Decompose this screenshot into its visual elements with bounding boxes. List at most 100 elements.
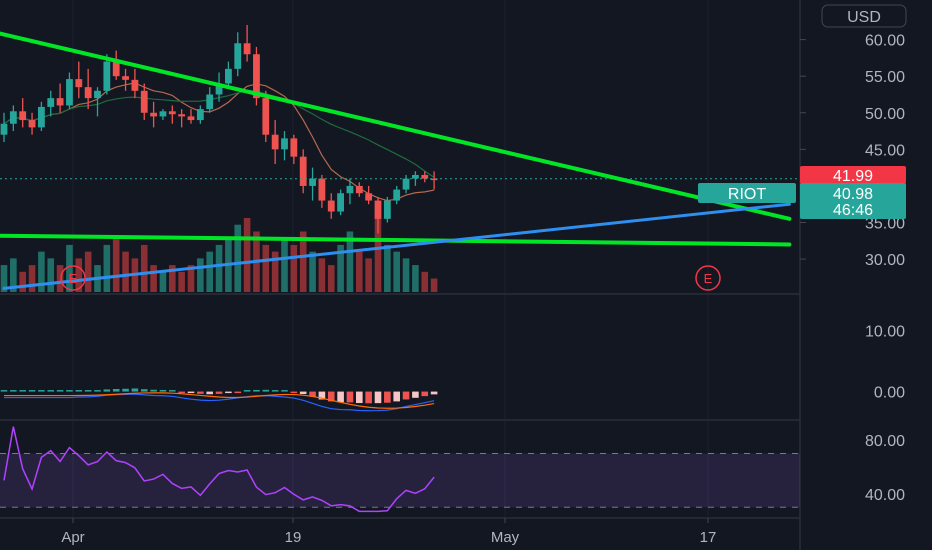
volume-bar <box>122 251 129 292</box>
macd-histogram-bar <box>402 391 410 400</box>
candle[interactable] <box>47 90 55 117</box>
candle[interactable] <box>150 101 157 128</box>
candle[interactable] <box>430 171 438 190</box>
candle[interactable] <box>253 46 260 106</box>
trendline-rising-support[interactable] <box>2 202 791 290</box>
candle-body <box>234 43 242 69</box>
candle[interactable] <box>66 72 73 110</box>
volume-bar <box>28 265 36 292</box>
macd-histogram-bar <box>253 389 260 392</box>
candle-body <box>206 94 214 110</box>
candle[interactable] <box>0 112 8 143</box>
macd-histogram-bar <box>225 391 232 394</box>
candle[interactable] <box>309 167 316 201</box>
trendline-horizontal-support[interactable] <box>0 233 792 247</box>
macd-histogram-bar <box>206 391 213 395</box>
candle[interactable] <box>19 98 27 128</box>
candle[interactable] <box>140 83 148 121</box>
earnings-marker-2[interactable]: E <box>695 265 721 291</box>
candle-body <box>262 98 270 135</box>
candle[interactable] <box>365 185 373 205</box>
ticker-badge[interactable]: RIOT 40.98 46:46 <box>698 183 906 219</box>
candle[interactable] <box>9 105 17 132</box>
candle-body <box>47 98 55 107</box>
macd-histogram-bar <box>430 391 438 395</box>
candle[interactable] <box>327 193 335 219</box>
candle-body <box>337 193 344 212</box>
candle[interactable] <box>131 68 139 99</box>
candle[interactable] <box>206 87 214 113</box>
candle[interactable] <box>94 87 101 117</box>
rsi-panel[interactable]: 80.00 40.00 <box>0 426 905 513</box>
earnings-label-1: E <box>69 271 78 286</box>
candle-body <box>281 138 288 150</box>
candle[interactable] <box>393 185 401 205</box>
price-axis[interactable] <box>799 0 932 550</box>
candle[interactable] <box>290 134 298 164</box>
candle[interactable] <box>187 109 195 124</box>
volume-bar <box>197 258 204 292</box>
candle[interactable] <box>38 101 45 132</box>
rsi-band <box>0 453 800 508</box>
candle[interactable] <box>421 171 429 183</box>
macd-histogram-bar <box>309 391 316 397</box>
macd-panel[interactable]: 10.00 0.00 <box>0 324 905 412</box>
candle[interactable] <box>225 61 232 88</box>
volume-bar <box>346 231 354 292</box>
candle-body <box>159 111 167 117</box>
trendline-descending-resistance[interactable] <box>0 31 792 221</box>
candle[interactable] <box>75 61 83 99</box>
candle-body <box>112 61 120 77</box>
candle[interactable] <box>234 32 242 77</box>
candle[interactable] <box>103 54 111 95</box>
candle[interactable] <box>346 178 354 205</box>
price-tick-label: 50.00 <box>865 106 905 123</box>
volume-bar <box>38 251 45 292</box>
candle-body <box>327 200 335 212</box>
currency-label: USD <box>847 9 881 26</box>
candles[interactable] <box>0 24 800 234</box>
candle[interactable] <box>84 68 92 110</box>
candle[interactable] <box>355 182 363 197</box>
volume-bar <box>356 251 363 292</box>
candle[interactable] <box>281 131 288 161</box>
earnings-label-2: E <box>704 271 713 286</box>
price-badge-value: 41.99 <box>833 168 873 185</box>
time-tick-label: 19 <box>285 529 302 546</box>
candle[interactable] <box>28 112 36 135</box>
earnings-marker-1[interactable]: E <box>60 265 86 291</box>
macd-histogram-bar <box>38 390 45 392</box>
candle[interactable] <box>215 72 223 102</box>
candle[interactable] <box>122 68 129 91</box>
candle[interactable] <box>56 83 64 113</box>
price-tick-label: 60.00 <box>865 33 905 50</box>
candle[interactable] <box>402 174 410 194</box>
candle-body <box>19 111 27 121</box>
candle[interactable] <box>159 109 167 121</box>
currency-button[interactable]: USD <box>821 4 907 28</box>
candle[interactable] <box>383 196 391 223</box>
candle[interactable] <box>178 109 186 128</box>
time-axis[interactable]: Apr 19 May 17 <box>61 518 716 546</box>
candle-body <box>309 178 316 186</box>
macd-histogram-bar <box>75 390 83 392</box>
volume-bar <box>103 244 111 292</box>
candle[interactable] <box>271 120 279 164</box>
candle[interactable] <box>262 90 270 143</box>
candle-body <box>299 156 307 186</box>
candle[interactable] <box>337 189 344 216</box>
candle[interactable] <box>112 50 120 80</box>
candle[interactable] <box>299 149 307 194</box>
candle[interactable] <box>168 105 176 124</box>
volume-bar <box>159 271 167 292</box>
macd-histogram-bar <box>131 388 139 392</box>
macd-histogram-bar <box>84 390 92 392</box>
candle[interactable] <box>318 174 326 208</box>
candle[interactable] <box>196 105 204 124</box>
candle[interactable] <box>374 196 382 234</box>
volume-bar <box>234 224 242 292</box>
candle[interactable] <box>243 24 251 62</box>
candle-body <box>9 111 17 124</box>
trendlines[interactable] <box>0 31 792 290</box>
